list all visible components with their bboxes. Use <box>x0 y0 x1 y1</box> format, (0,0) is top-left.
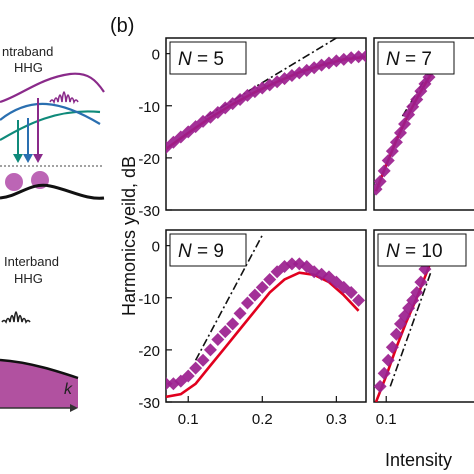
intraband-label-line2: HHG <box>14 60 43 75</box>
harmonic-order-label: N = 10 <box>386 241 443 262</box>
data-point-diamond <box>248 288 262 302</box>
x-tick-label: 0.2 <box>252 411 273 428</box>
data-point-diamond <box>374 182 383 196</box>
data-point-diamond <box>352 50 366 64</box>
harmonic-order-label: N = 9 <box>178 241 224 262</box>
y-tick-label: -10 <box>138 99 160 116</box>
data-point-diamond <box>385 340 399 354</box>
harmonic-order-label: N = 5 <box>178 49 224 70</box>
power-law-guide-line <box>206 38 337 117</box>
x-axis-label: Intensity <box>385 450 452 470</box>
interband-pulse-icon <box>1 311 31 324</box>
y-axis-label: Harmonics yeild, dB <box>119 156 139 316</box>
y-tick-label: -30 <box>138 203 160 220</box>
x-tick-label: 0.3 <box>326 411 347 428</box>
intraband-pulse-icon <box>49 91 79 105</box>
chart-panel-10: 0.1 N = 10 <box>373 229 474 428</box>
data-point-diamond <box>218 325 232 339</box>
data-point-diamond <box>263 273 277 287</box>
data-point-diamond <box>352 293 366 307</box>
power-law-guide-line <box>194 234 264 361</box>
harmonic-order-box <box>377 41 455 75</box>
data-point-diamond <box>181 369 195 383</box>
data-point-diamond <box>359 49 366 63</box>
plot-area <box>374 68 436 196</box>
y-tick-label: -20 <box>138 343 160 360</box>
harmonics-chart-grid: 0 -10 -20 -30 N = 5 N = 7 0 -10 -20 -30 0.1 0.2 0.3 N… <box>138 37 474 428</box>
data-point-diamond <box>377 164 391 178</box>
data-point-diamond <box>414 275 428 289</box>
y-tick-label: -20 <box>138 151 160 168</box>
harmonic-order-box <box>169 41 247 75</box>
intraband-label-line1: ntraband <box>2 44 53 59</box>
plot-frame <box>373 37 474 211</box>
panel-label: (b) <box>110 15 134 37</box>
data-point-diamond <box>389 135 403 149</box>
upper-band-curve <box>0 72 105 104</box>
interband-label-line2: HHG <box>14 271 43 286</box>
arrow-head-icon <box>33 154 43 163</box>
arrow-head-icon <box>13 154 23 163</box>
blue-band-curve <box>0 102 101 125</box>
x-tick-label: 0.1 <box>178 411 199 428</box>
data-point-diamond <box>410 286 424 300</box>
data-point-diamond <box>203 343 217 357</box>
chart-panel-5: 0 -10 -20 -30 N = 5 <box>138 37 367 220</box>
filled-band-edge <box>0 358 79 380</box>
data-point-diamond <box>381 353 395 367</box>
data-point-diamond <box>344 286 358 300</box>
data-point-diamond <box>377 366 391 380</box>
carrier-blob <box>5 173 23 191</box>
k-axis-arrow-icon <box>70 404 78 412</box>
k-axis-label: k <box>64 381 73 398</box>
data-point-diamond <box>233 306 247 320</box>
data-point-diamond <box>240 296 254 310</box>
y-tick-label: -30 <box>138 395 160 412</box>
data-point-diamond <box>398 117 412 131</box>
plot-area <box>166 38 366 154</box>
harmonic-order-box <box>169 233 247 267</box>
plot-area <box>374 249 436 402</box>
data-point-diamond <box>166 140 173 154</box>
plot-area <box>166 234 366 399</box>
data-point-diamond <box>389 327 403 341</box>
lower-band-curve <box>0 183 105 200</box>
data-point-diamond <box>374 379 387 393</box>
y-tick-label: 0 <box>152 239 160 256</box>
chart-panel-9: 0 -10 -20 -30 0.1 0.2 0.3 N = 9 <box>138 229 367 428</box>
y-tick-label: -10 <box>138 291 160 308</box>
plot-frame <box>165 229 367 403</box>
data-point-diamond <box>196 353 210 367</box>
harmonic-order-label: N = 7 <box>386 49 432 70</box>
data-point-diamond <box>374 174 387 188</box>
arrow-head-icon <box>23 154 33 163</box>
data-point-diamond <box>181 125 195 139</box>
data-point-diamond <box>255 280 269 294</box>
harmonic-order-box <box>377 233 467 267</box>
data-point-diamond <box>381 153 395 167</box>
data-point-diamond <box>189 361 203 375</box>
data-point-diamond <box>226 317 240 331</box>
y-tick-label: 0 <box>152 47 160 64</box>
data-point-diamond <box>285 257 299 271</box>
teal-band-curve <box>0 110 101 141</box>
plot-frame <box>165 37 367 211</box>
interband-label-line1: Interband <box>4 254 59 269</box>
x-tick-label: 0.1 <box>376 411 397 428</box>
power-law-guide-line <box>389 271 432 387</box>
plot-frame <box>373 229 474 403</box>
schematic-panel: ntraband HHG Interband HHG k <box>0 44 105 412</box>
chart-panel-7: N = 7 <box>373 37 474 211</box>
data-point-diamond <box>211 332 225 346</box>
